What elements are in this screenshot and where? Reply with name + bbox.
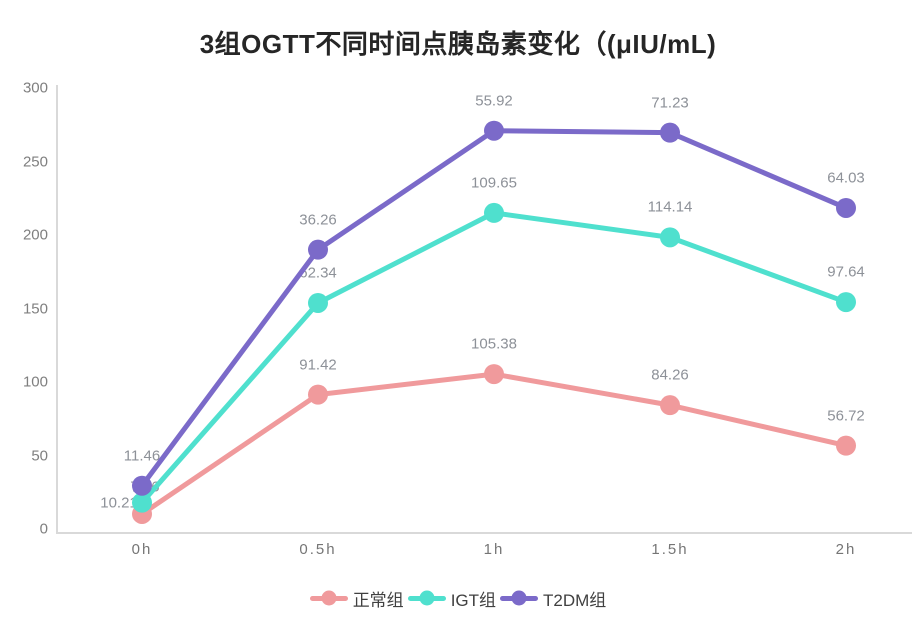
data-point [836,292,856,313]
data-point-label: 7.76 [130,478,160,496]
x-tick-label: 0.5h [299,541,337,558]
x-tick-label: 1h [483,541,505,558]
data-point [484,202,504,223]
series-line [139,210,849,506]
y-tick-label: 150 [22,300,48,317]
data-point-label: 105.38 [471,335,517,353]
data-point [836,197,856,218]
data-point [308,292,328,313]
data-point-label: 10.21 [100,494,138,512]
data-point-label: 91.42 [299,356,337,374]
chart-title: 3组OGTT不同时间点胰岛素变化（(μIU/mL) [199,29,717,59]
legend-dot-icon [419,590,435,606]
y-tick-label: 50 [31,447,48,464]
data-point-label: 114.14 [647,198,693,216]
series-line [139,371,849,517]
data-point-label: 64.03 [827,169,865,187]
legend-line-dot-icon [407,590,446,606]
legend-label: IGT组 [450,590,497,610]
data-point [836,435,856,456]
data-point-label: 71.23 [651,94,689,112]
legend-line-dot-icon [309,590,348,606]
x-tick-label: 0h [131,541,153,558]
y-tick-label: 250 [22,153,48,170]
legend-dot-icon [321,590,337,606]
data-point-label: 55.92 [475,92,513,110]
data-point [484,364,504,385]
legend: 正常组 IGT组 T2DM组 [0,582,916,614]
y-axis-line [56,85,58,534]
data-point [660,227,680,248]
y-tick-label: 300 [22,79,48,97]
legend-line-dot-icon [500,590,539,606]
legend-dot-icon [511,590,527,606]
data-point-label: 62.34 [299,264,337,282]
data-point-label: 56.72 [827,407,865,425]
legend-label: T2DM组 [543,590,607,610]
legend-item[interactable]: 正常组 [309,586,404,611]
x-tick-label: 2h [835,541,857,558]
data-point [660,122,680,143]
legend-item[interactable]: IGT组 [407,586,497,611]
x-axis-line [56,532,912,534]
data-point [308,384,328,405]
data-point-label: 11.46 [123,447,161,465]
data-point [308,239,328,260]
y-tick-label: 200 [22,226,48,244]
y-tick-label: 100 [22,373,48,391]
data-point [484,120,504,141]
legend-item[interactable]: T2DM组 [500,586,606,611]
data-point-label: 36.26 [299,211,337,229]
legend-label: 正常组 [352,590,404,610]
data-point-label: 109.65 [471,174,517,192]
y-tick-label: 0 [39,520,48,538]
data-point [660,395,680,416]
data-point-label: 84.26 [651,366,689,384]
x-tick-label: 1.5h [651,541,689,558]
data-point-label: 97.64 [827,263,865,281]
